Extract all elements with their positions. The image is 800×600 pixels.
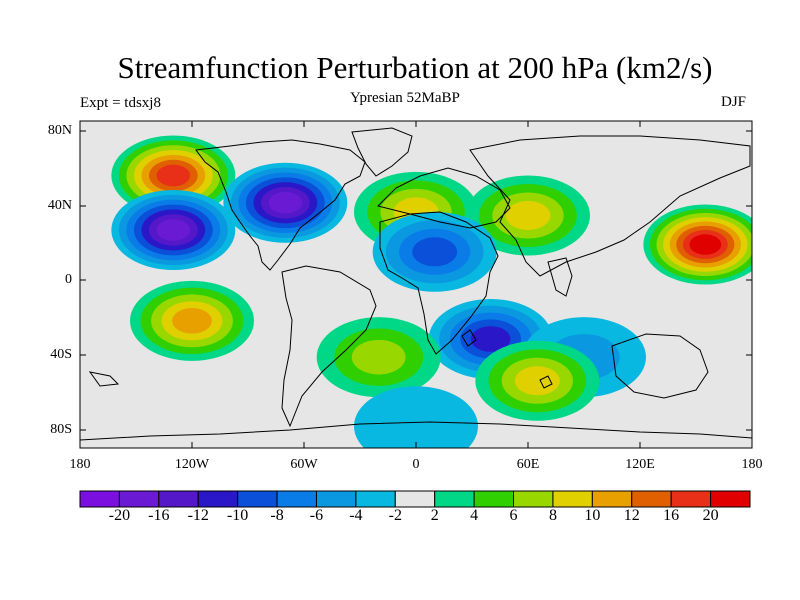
coastline-asia (469, 135, 751, 277)
coastline-australia (611, 333, 709, 399)
lon-tick-label: 120E (625, 457, 655, 472)
colorbar-label: -12 (187, 507, 209, 524)
colorbar-label: 4 (470, 507, 479, 524)
contour-band (351, 339, 406, 375)
colorbar-label: -20 (108, 507, 131, 524)
contour-band (156, 219, 191, 241)
coastline-antarctica (80, 421, 752, 441)
coastline-india (547, 257, 573, 297)
lat-tick-label: 0 (65, 272, 72, 287)
season-label: DJF (721, 94, 747, 110)
colorbar-swatch (552, 490, 593, 508)
colorbar-label: 12 (623, 507, 640, 524)
contour-band (156, 164, 191, 187)
contour-feature (475, 340, 600, 421)
coastlines (80, 127, 752, 441)
contour-feature (130, 280, 254, 361)
colorbar-swatch (158, 490, 199, 508)
experiment-label: Expt = tdsxj8 (80, 95, 161, 111)
colorbar-label: 6 (509, 507, 518, 524)
colorbar-swatch (670, 490, 712, 508)
lon-tick-label: 120W (174, 457, 210, 472)
contour-band (470, 326, 511, 352)
colorbar-label: -4 (349, 507, 363, 524)
contour-feature (643, 204, 752, 285)
colorbar-label: -16 (148, 507, 170, 524)
lon-tick-label: 180 (69, 457, 91, 472)
lat-tick-label: 80N (47, 123, 72, 138)
lat-tick-label: 40N (47, 198, 72, 213)
contour-band (172, 308, 212, 334)
contour-feature (223, 162, 348, 243)
lon-tick-label: 180 (741, 457, 763, 472)
contour-band (268, 191, 303, 214)
lat-tick-label: 80S (50, 422, 72, 437)
colorbar-swatch (79, 490, 120, 508)
colorbar-label: -2 (388, 507, 402, 524)
colorbar-label: 8 (548, 507, 557, 524)
colorbar-label: -10 (226, 507, 249, 524)
coastline-africa (379, 211, 499, 355)
colorbar-swatch (237, 490, 278, 508)
contour-feature (354, 386, 478, 448)
contour-feature (111, 190, 236, 270)
colorbar-swatch (710, 490, 751, 508)
colorbar-swatch (591, 490, 633, 508)
lon-tick-label: 60W (290, 457, 318, 472)
colorbar-label: 20 (702, 507, 719, 524)
contour-feature (316, 317, 441, 398)
colorbar-swatch (631, 490, 672, 508)
colorbar-swatch (394, 490, 436, 508)
colorbar-label: 16 (663, 507, 680, 524)
contour-fields (111, 135, 752, 448)
colorbar-label: -8 (270, 507, 284, 524)
lat-tick-label: 40S (50, 347, 72, 362)
contour-feature (372, 211, 497, 292)
colorbar-swatch (276, 490, 317, 508)
colorbar-label: 10 (584, 507, 601, 524)
contour-band (412, 237, 458, 267)
subtitle: Ypresian 52MaBP (350, 90, 460, 106)
coastline-greenland (351, 127, 413, 177)
colorbar-swatch (197, 490, 239, 508)
contour-band (514, 366, 560, 396)
coastline-islands (88, 329, 553, 389)
colorbar-label: 2 (430, 507, 439, 524)
chart-title: Streamfunction Perturbation at 200 hPa (… (117, 50, 713, 85)
contour-feature (466, 175, 590, 256)
colorbar-swatch (473, 490, 515, 508)
contour-band (505, 200, 551, 230)
lon-tick-label: 60E (516, 457, 540, 472)
colorbar-swatch (513, 490, 554, 508)
colorbar-swatch (315, 490, 357, 508)
colorbar-swatch (434, 490, 475, 508)
colorbar-swatch (355, 490, 396, 508)
coastline-europe (377, 167, 511, 229)
contour-band (354, 386, 478, 448)
lon-tick-label: 0 (412, 457, 420, 472)
colorbar-label: -6 (309, 507, 324, 524)
contour-band (689, 234, 722, 255)
colorbar (79, 490, 751, 508)
colorbar-swatch (118, 490, 160, 508)
map-ticks (80, 121, 752, 448)
coastline-north-america (195, 139, 366, 271)
coastline-south-america (281, 265, 377, 428)
